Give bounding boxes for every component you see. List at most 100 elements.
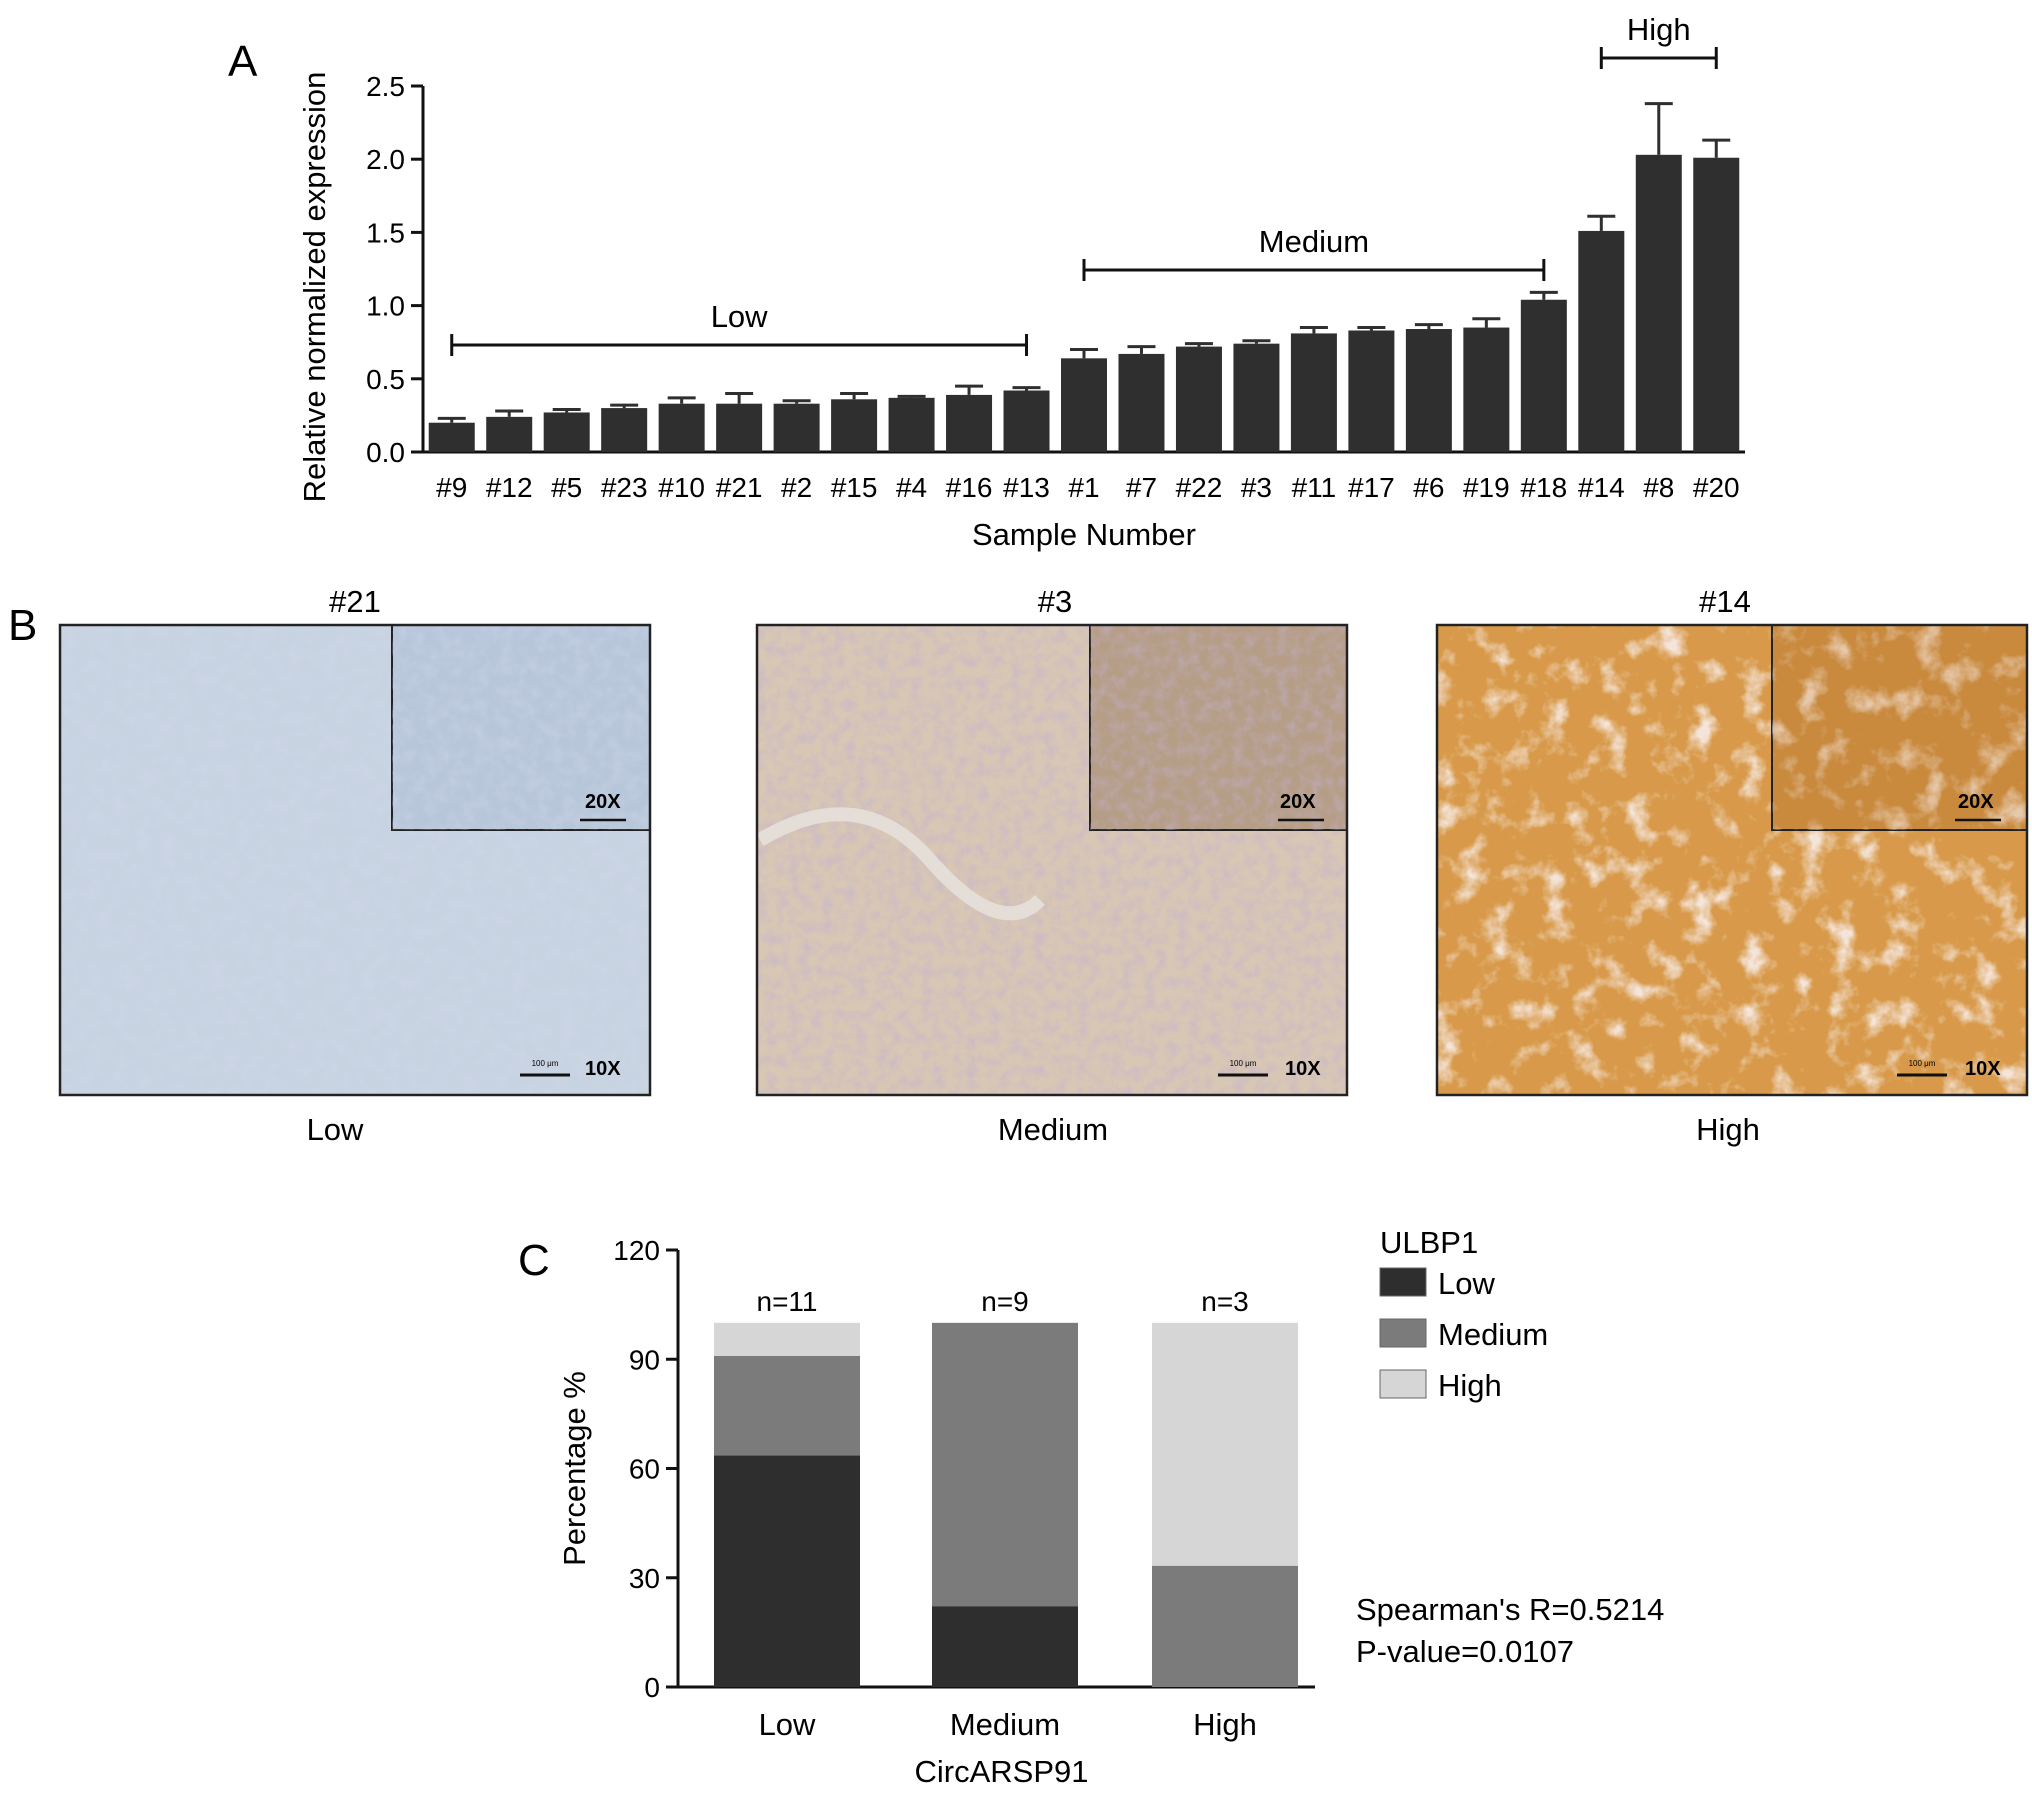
legend-swatch-c xyxy=(1379,1369,1427,1399)
image-caption-medium: Medium xyxy=(998,1112,1108,1147)
y-tick-label-a: 1.0 xyxy=(366,291,405,322)
stack-segment-c xyxy=(714,1455,860,1687)
y-tick-label-a: 2.0 xyxy=(366,144,405,175)
panel-a-letter: A xyxy=(228,37,258,86)
y-tick-label-a: 2.5 xyxy=(366,71,405,102)
x-tick-label-a: #17 xyxy=(1348,472,1395,503)
bar-a xyxy=(1520,299,1567,452)
legend-label-c: High xyxy=(1438,1368,1502,1403)
y-axis-title-a: Relative normalized expression xyxy=(297,72,332,503)
x-tick-label-c: Medium xyxy=(950,1707,1060,1742)
image-title-low: #21 xyxy=(329,584,381,619)
image-title-high: #14 xyxy=(1699,584,1751,619)
group-label-a: Low xyxy=(711,299,768,334)
x-tick-label-a: #11 xyxy=(1292,472,1337,503)
x-tick-label-a: #23 xyxy=(601,472,648,503)
x-tick-label-a: #18 xyxy=(1520,472,1567,503)
bar-a xyxy=(658,403,705,452)
legend-swatch-c xyxy=(1379,1318,1427,1348)
x-tick-label-a: #19 xyxy=(1463,472,1510,503)
x-tick-label-a: #10 xyxy=(658,472,705,503)
x-axis-title-c: CircARSP91 xyxy=(915,1754,1089,1789)
x-tick-label-a: #13 xyxy=(1003,472,1050,503)
image-caption-low: Low xyxy=(307,1112,364,1147)
bar-a xyxy=(428,422,475,452)
chart-a: 0.0 0.5 1.0 1.5 2.0 2.5 #9 #12 #5 #23 #10 #21 #2 #15 #… xyxy=(297,12,1745,552)
inset-texture-medium xyxy=(1090,625,1347,830)
x-tick-label-a: #9 xyxy=(436,472,467,503)
stack-segment-c xyxy=(932,1606,1078,1687)
bar-a xyxy=(773,403,820,452)
y-tick-label-a: 0.0 xyxy=(366,437,405,468)
n-label-c: n=3 xyxy=(1201,1286,1249,1317)
bar-a xyxy=(888,397,935,452)
bar-a xyxy=(1003,390,1050,452)
legend-label-c: Medium xyxy=(1438,1317,1548,1352)
inset-texture-low xyxy=(392,625,650,830)
image-frame-medium xyxy=(755,623,1349,1097)
main-mag-high: 10X xyxy=(1965,1058,2001,1080)
bar-a xyxy=(1578,230,1625,452)
panel-b-letter: B xyxy=(8,601,37,650)
bar-a xyxy=(1463,327,1510,452)
bar-a xyxy=(486,416,533,452)
y-tick-label-c: 120 xyxy=(613,1235,660,1266)
bar-a xyxy=(543,412,590,452)
main-mag-medium: 10X xyxy=(1285,1058,1321,1080)
image-frame-high xyxy=(1435,623,2029,1097)
legend-label-c: Low xyxy=(1438,1266,1495,1301)
scale-label-medium: 100 μm xyxy=(1230,1059,1257,1068)
image-caption-high: High xyxy=(1696,1112,1760,1147)
n-label-c: n=9 xyxy=(981,1286,1029,1317)
bar-a xyxy=(1233,343,1280,452)
y-tick-label-c: 60 xyxy=(629,1454,660,1485)
stack-segment-c xyxy=(1152,1322,1298,1566)
x-tick-label-a: #14 xyxy=(1578,472,1625,503)
y-tick-label-c: 0 xyxy=(644,1672,660,1703)
ihc-image-low: #21 20X 10X 100 μm Low xyxy=(58,584,652,1147)
ihc-image-medium: #3 20X 10X 100 μm Medium xyxy=(755,584,1349,1147)
stat-annotation-c: P-value=0.0107 xyxy=(1356,1634,1574,1669)
bar-a xyxy=(1405,329,1452,452)
inset-mag-low: 20X xyxy=(585,791,621,813)
bar-a xyxy=(831,399,878,452)
bar-a xyxy=(1118,353,1165,452)
stat-annotation-c: Spearman's R=0.5214 xyxy=(1356,1592,1664,1627)
x-tick-label-a: #4 xyxy=(896,472,927,503)
scale-label-high: 100 μm xyxy=(1909,1059,1936,1068)
x-tick-label-a: #1 xyxy=(1068,472,1099,503)
x-tick-label-a: #5 xyxy=(551,472,582,503)
bar-a xyxy=(1061,358,1107,452)
y-tick-label-c: 90 xyxy=(629,1344,660,1375)
x-tick-label-a: #12 xyxy=(486,472,533,503)
bar-a xyxy=(601,408,648,452)
x-tick-label-a: #16 xyxy=(946,472,993,503)
bar-a xyxy=(1635,154,1682,453)
bar-a xyxy=(1290,333,1337,452)
bar-a xyxy=(1348,330,1395,452)
chart-c: 0 30 60 90 120 n=11 Low n=9 Medium n=3 High CircARS… xyxy=(557,1225,1664,1789)
panel-c-letter: C xyxy=(518,1236,550,1285)
n-label-c: n=11 xyxy=(757,1286,818,1317)
x-axis-title-a: Sample Number xyxy=(972,517,1196,552)
x-tick-label-a: #7 xyxy=(1126,472,1157,503)
x-tick-label-a: #3 xyxy=(1241,472,1272,503)
y-tick-label-a: 0.5 xyxy=(366,364,405,395)
x-tick-label-a: #20 xyxy=(1693,472,1740,503)
y-tick-label-a: 1.5 xyxy=(366,217,405,248)
ihc-image-high: #14 20X 10X 100 μm High xyxy=(1435,584,2029,1147)
stack-segment-c xyxy=(714,1322,860,1356)
y-axis-title-c: Percentage % xyxy=(557,1371,592,1566)
x-tick-label-c: Low xyxy=(759,1707,816,1742)
group-label-a: High xyxy=(1627,12,1691,47)
bar-a xyxy=(716,403,763,452)
bar-a xyxy=(1175,346,1222,452)
main-mag-low: 10X xyxy=(585,1058,621,1080)
image-title-medium: #3 xyxy=(1038,584,1072,619)
tissue-gap-medium xyxy=(756,807,1045,921)
x-tick-label-a: #22 xyxy=(1176,472,1223,503)
bar-a xyxy=(946,394,993,452)
stack-segment-c xyxy=(932,1322,1078,1607)
x-tick-label-c: High xyxy=(1193,1707,1257,1742)
